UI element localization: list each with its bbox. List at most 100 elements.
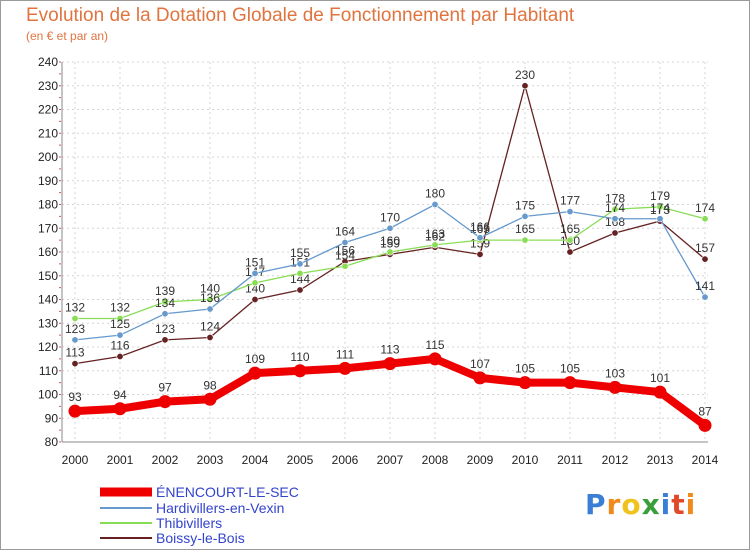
y-minor-tick — [59, 370, 61, 372]
y-minor-tick — [59, 394, 61, 395]
data-label: 139 — [155, 284, 175, 298]
y-minor-tick — [59, 239, 61, 241]
x-tick-label: 2008 — [422, 453, 449, 467]
data-point — [341, 262, 349, 270]
data-point — [68, 404, 82, 418]
data-point — [521, 236, 529, 244]
y-tick-label: 160 — [38, 245, 58, 259]
data-point — [386, 224, 394, 232]
data-label: 151 — [245, 255, 265, 269]
legend-label-3: Boissy-le-Bois — [156, 530, 245, 546]
data-label: 160 — [380, 234, 400, 248]
data-label: 110 — [290, 350, 309, 364]
data-label: 177 — [560, 194, 580, 208]
data-point — [161, 298, 169, 306]
data-label: 136 — [200, 291, 220, 305]
data-label: 166 — [470, 220, 490, 234]
data-point — [521, 82, 529, 90]
data-point — [161, 310, 169, 318]
data-label: 87 — [698, 404, 712, 418]
data-point — [206, 333, 214, 341]
data-point — [116, 314, 124, 322]
y-minor-tick — [59, 405, 61, 407]
y-minor-tick — [59, 382, 61, 384]
data-label: 101 — [650, 371, 670, 385]
data-label: 124 — [200, 320, 220, 334]
chart-subtitle: (en € et par an) — [26, 29, 109, 43]
x-tick-label: 2004 — [242, 453, 269, 467]
x-tick-label: 2013 — [647, 453, 674, 467]
x-tick-label: 2011 — [557, 453, 583, 467]
data-label: 113 — [65, 346, 84, 360]
logo-letter: t — [671, 488, 686, 521]
data-label: 105 — [560, 362, 580, 376]
y-tick-label: 190 — [38, 174, 58, 188]
data-label: 105 — [515, 362, 535, 376]
data-point — [431, 241, 439, 249]
logo-letter: i — [660, 488, 672, 521]
data-label: 180 — [425, 187, 445, 201]
proxiti-logo: Proxiti — [585, 488, 696, 521]
data-point — [701, 255, 709, 263]
y-tick-label: 150 — [38, 269, 58, 283]
x-tick-label: 2012 — [602, 453, 629, 467]
x-tick-label: 2005 — [287, 453, 314, 467]
data-label: 123 — [155, 322, 175, 336]
data-point — [251, 269, 259, 277]
data-point — [293, 364, 307, 378]
y-tick-label: 100 — [38, 388, 58, 402]
data-point — [701, 293, 709, 301]
plot-area — [62, 62, 708, 442]
data-label: 164 — [335, 225, 355, 239]
data-label: 156 — [335, 244, 355, 258]
y-minor-tick — [59, 263, 61, 265]
data-point — [428, 352, 442, 366]
data-point — [521, 212, 529, 220]
y-tick-label: 240 — [38, 55, 58, 69]
data-point — [611, 229, 619, 237]
x-tick-label: 2006 — [332, 453, 359, 467]
x-tick-label: 2014 — [692, 453, 719, 467]
y-minor-tick — [59, 287, 61, 289]
data-point — [698, 418, 712, 432]
y-tick-label: 180 — [38, 198, 58, 212]
logo-letter: r — [606, 488, 622, 521]
data-label: 134 — [155, 296, 175, 310]
data-label: 165 — [515, 222, 535, 236]
y-minor-tick — [59, 109, 61, 110]
data-label: 111 — [336, 347, 355, 361]
data-point — [566, 236, 574, 244]
data-label: 125 — [110, 317, 130, 331]
y-tick-label: 80 — [45, 435, 59, 449]
y-minor-tick — [59, 346, 61, 348]
data-point — [206, 305, 214, 313]
legend-label-1: Hardivillers-en-Vexin — [156, 500, 284, 516]
data-point — [71, 314, 79, 322]
data-label: 165 — [470, 222, 490, 236]
data-point — [296, 269, 304, 277]
data-label: 115 — [425, 338, 444, 352]
data-point — [71, 336, 79, 344]
y-tick-label: 200 — [38, 150, 58, 164]
data-point — [341, 239, 349, 247]
data-label: 163 — [425, 227, 445, 241]
data-label: 97 — [158, 381, 172, 395]
data-label: 94 — [113, 388, 127, 402]
data-point — [656, 203, 664, 211]
x-tick-label: 2001 — [107, 453, 134, 467]
data-point — [248, 366, 262, 380]
data-label: 113 — [380, 343, 399, 357]
y-minor-tick — [59, 417, 61, 419]
data-label: 98 — [203, 378, 217, 392]
data-point — [656, 215, 664, 223]
y-tick-label: 130 — [38, 316, 58, 330]
y-minor-tick — [59, 73, 61, 75]
data-label: 159 — [380, 236, 400, 250]
data-label: 155 — [290, 246, 310, 260]
chart-title: Evolution de la Dotation Globale de Fonc… — [26, 5, 575, 26]
x-tick-label: 2002 — [152, 453, 179, 467]
data-point — [161, 336, 169, 344]
y-minor-tick — [59, 120, 61, 122]
legend-label-2: Thibivillers — [156, 515, 222, 531]
data-label: 170 — [380, 210, 400, 224]
